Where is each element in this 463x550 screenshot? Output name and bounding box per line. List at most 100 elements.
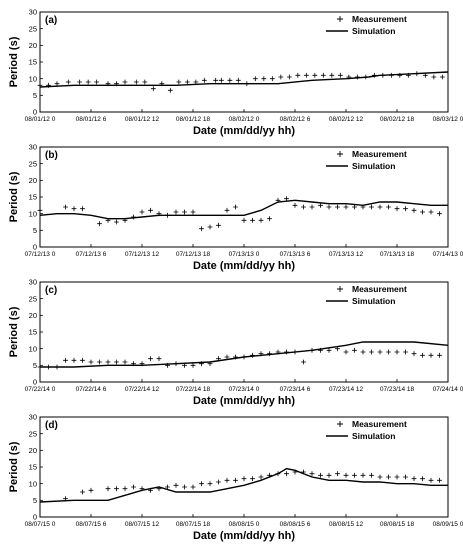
measurement-point bbox=[437, 352, 442, 358]
panel-label: (a) bbox=[45, 15, 57, 26]
y-tick-label: 0 bbox=[33, 108, 37, 117]
x-tick-label: 07/13/13 12 bbox=[329, 251, 364, 258]
measurement-point bbox=[386, 204, 391, 210]
y-tick-label: 0 bbox=[33, 243, 37, 252]
measurement-point bbox=[199, 481, 204, 487]
measurement-point bbox=[312, 72, 318, 78]
measurement-point bbox=[437, 211, 442, 217]
x-tick-label: 08/09/15 0 bbox=[433, 521, 463, 528]
legend-marker-measurement bbox=[337, 151, 343, 157]
legend-label-simulation: Simulation bbox=[352, 296, 395, 306]
measurement-point bbox=[369, 204, 374, 210]
legend-marker-measurement bbox=[337, 16, 343, 22]
measurement-point bbox=[54, 81, 60, 87]
measurement-point bbox=[343, 472, 349, 478]
x-tick-label: 07/12/13 6 bbox=[76, 251, 107, 258]
measurement-point bbox=[394, 349, 400, 355]
x-tick-label: 08/02/12 0 bbox=[229, 116, 260, 123]
measurement-point bbox=[403, 349, 408, 355]
measurement-point bbox=[337, 72, 343, 78]
y-tick-label: 15 bbox=[29, 463, 37, 472]
x-axis-label: Date (mm/dd/yy hh) bbox=[193, 125, 295, 137]
y-tick-label: 10 bbox=[29, 344, 37, 353]
measurement-point bbox=[190, 484, 196, 490]
measurement-point bbox=[250, 476, 255, 482]
y-tick-label: 30 bbox=[29, 413, 37, 422]
x-axis-label: Date (mm/dd/yy hh) bbox=[193, 395, 295, 407]
x-tick-label: 08/01/12 18 bbox=[176, 116, 211, 123]
measurement-point bbox=[193, 79, 199, 85]
measurement-point bbox=[250, 217, 255, 223]
measurement-point bbox=[267, 216, 272, 222]
measurement-point bbox=[216, 222, 221, 228]
x-tick-label: 07/12/13 0 bbox=[25, 251, 56, 258]
x-tick-label: 07/22/14 0 bbox=[25, 386, 56, 393]
chart-panel-0: 0 5 10 15 20 25 30 08/01/12 0 08/01/12 6 08/01/12… bbox=[8, 8, 463, 137]
measurement-point bbox=[173, 209, 179, 215]
measurement-point bbox=[182, 484, 187, 490]
y-tick-label: 0 bbox=[33, 513, 37, 522]
measurement-point bbox=[439, 74, 445, 80]
measurement-point bbox=[224, 354, 230, 360]
measurement-point bbox=[258, 474, 264, 480]
measurement-point bbox=[437, 477, 442, 483]
measurement-point bbox=[218, 77, 224, 83]
measurement-point bbox=[150, 86, 156, 92]
y-tick-label: 20 bbox=[29, 311, 37, 320]
y-tick-label: 20 bbox=[29, 446, 37, 455]
x-tick-label: 07/13/13 18 bbox=[380, 251, 415, 258]
measurement-point bbox=[139, 209, 145, 215]
simulation-line bbox=[39, 467, 448, 503]
measurement-point bbox=[269, 76, 275, 82]
simulation-line bbox=[39, 199, 448, 220]
x-tick-label: 07/23/14 0 bbox=[229, 386, 260, 393]
measurement-point bbox=[224, 207, 230, 213]
measurement-point bbox=[80, 357, 85, 363]
measurement-point bbox=[184, 79, 190, 85]
measurement-point bbox=[224, 477, 230, 483]
measurement-point bbox=[85, 79, 91, 85]
measurement-point bbox=[369, 349, 374, 355]
measurement-point bbox=[301, 204, 306, 210]
measurement-point bbox=[352, 472, 357, 478]
measurement-point bbox=[201, 77, 207, 83]
measurement-point bbox=[233, 204, 238, 210]
measurement-point bbox=[284, 471, 289, 477]
x-tick-label: 08/01/12 0 bbox=[25, 116, 56, 123]
x-tick-label: 08/07/15 0 bbox=[25, 521, 56, 528]
y-tick-label: 15 bbox=[29, 193, 37, 202]
x-tick-label: 07/22/14 6 bbox=[76, 386, 107, 393]
x-tick-label: 07/24/14 0 bbox=[433, 386, 463, 393]
measurement-point bbox=[428, 477, 434, 483]
measurement-point bbox=[301, 359, 306, 365]
x-tick-label: 08/01/12 12 bbox=[125, 116, 160, 123]
legend-label-measurement: Measurement bbox=[352, 149, 407, 159]
measurement-point bbox=[182, 209, 187, 215]
measurement-point bbox=[216, 479, 221, 485]
measurement-point bbox=[235, 77, 241, 83]
measurement-point bbox=[309, 471, 315, 477]
x-tick-label: 08/01/12 6 bbox=[76, 116, 107, 123]
measurement-point bbox=[233, 477, 238, 483]
measurement-point bbox=[386, 474, 391, 480]
measurement-point bbox=[343, 349, 349, 355]
measurement-point bbox=[37, 207, 43, 213]
x-tick-label: 07/13/13 6 bbox=[280, 251, 311, 258]
measurement-point bbox=[227, 77, 233, 83]
y-tick-label: 5 bbox=[33, 496, 37, 505]
measurement-point bbox=[329, 72, 335, 78]
x-tick-label: 07/23/14 6 bbox=[280, 386, 311, 393]
y-tick-label: 10 bbox=[29, 209, 37, 218]
measurement-point bbox=[213, 77, 219, 83]
x-tick-label: 08/07/15 6 bbox=[76, 521, 107, 528]
x-tick-label: 08/08/15 18 bbox=[380, 521, 415, 528]
x-tick-label: 07/23/14 12 bbox=[329, 386, 364, 393]
chart-panel-2: 0 5 10 15 20 25 30 07/22/14 0 07/22/14 6 07/22/14… bbox=[8, 278, 463, 407]
y-tick-label: 30 bbox=[29, 278, 37, 287]
measurement-point bbox=[286, 74, 292, 80]
measurement-point bbox=[377, 204, 383, 210]
measurement-point bbox=[241, 476, 247, 482]
y-tick-label: 15 bbox=[29, 58, 37, 67]
x-tick-label: 07/12/13 12 bbox=[125, 251, 160, 258]
measurement-point bbox=[292, 202, 298, 208]
